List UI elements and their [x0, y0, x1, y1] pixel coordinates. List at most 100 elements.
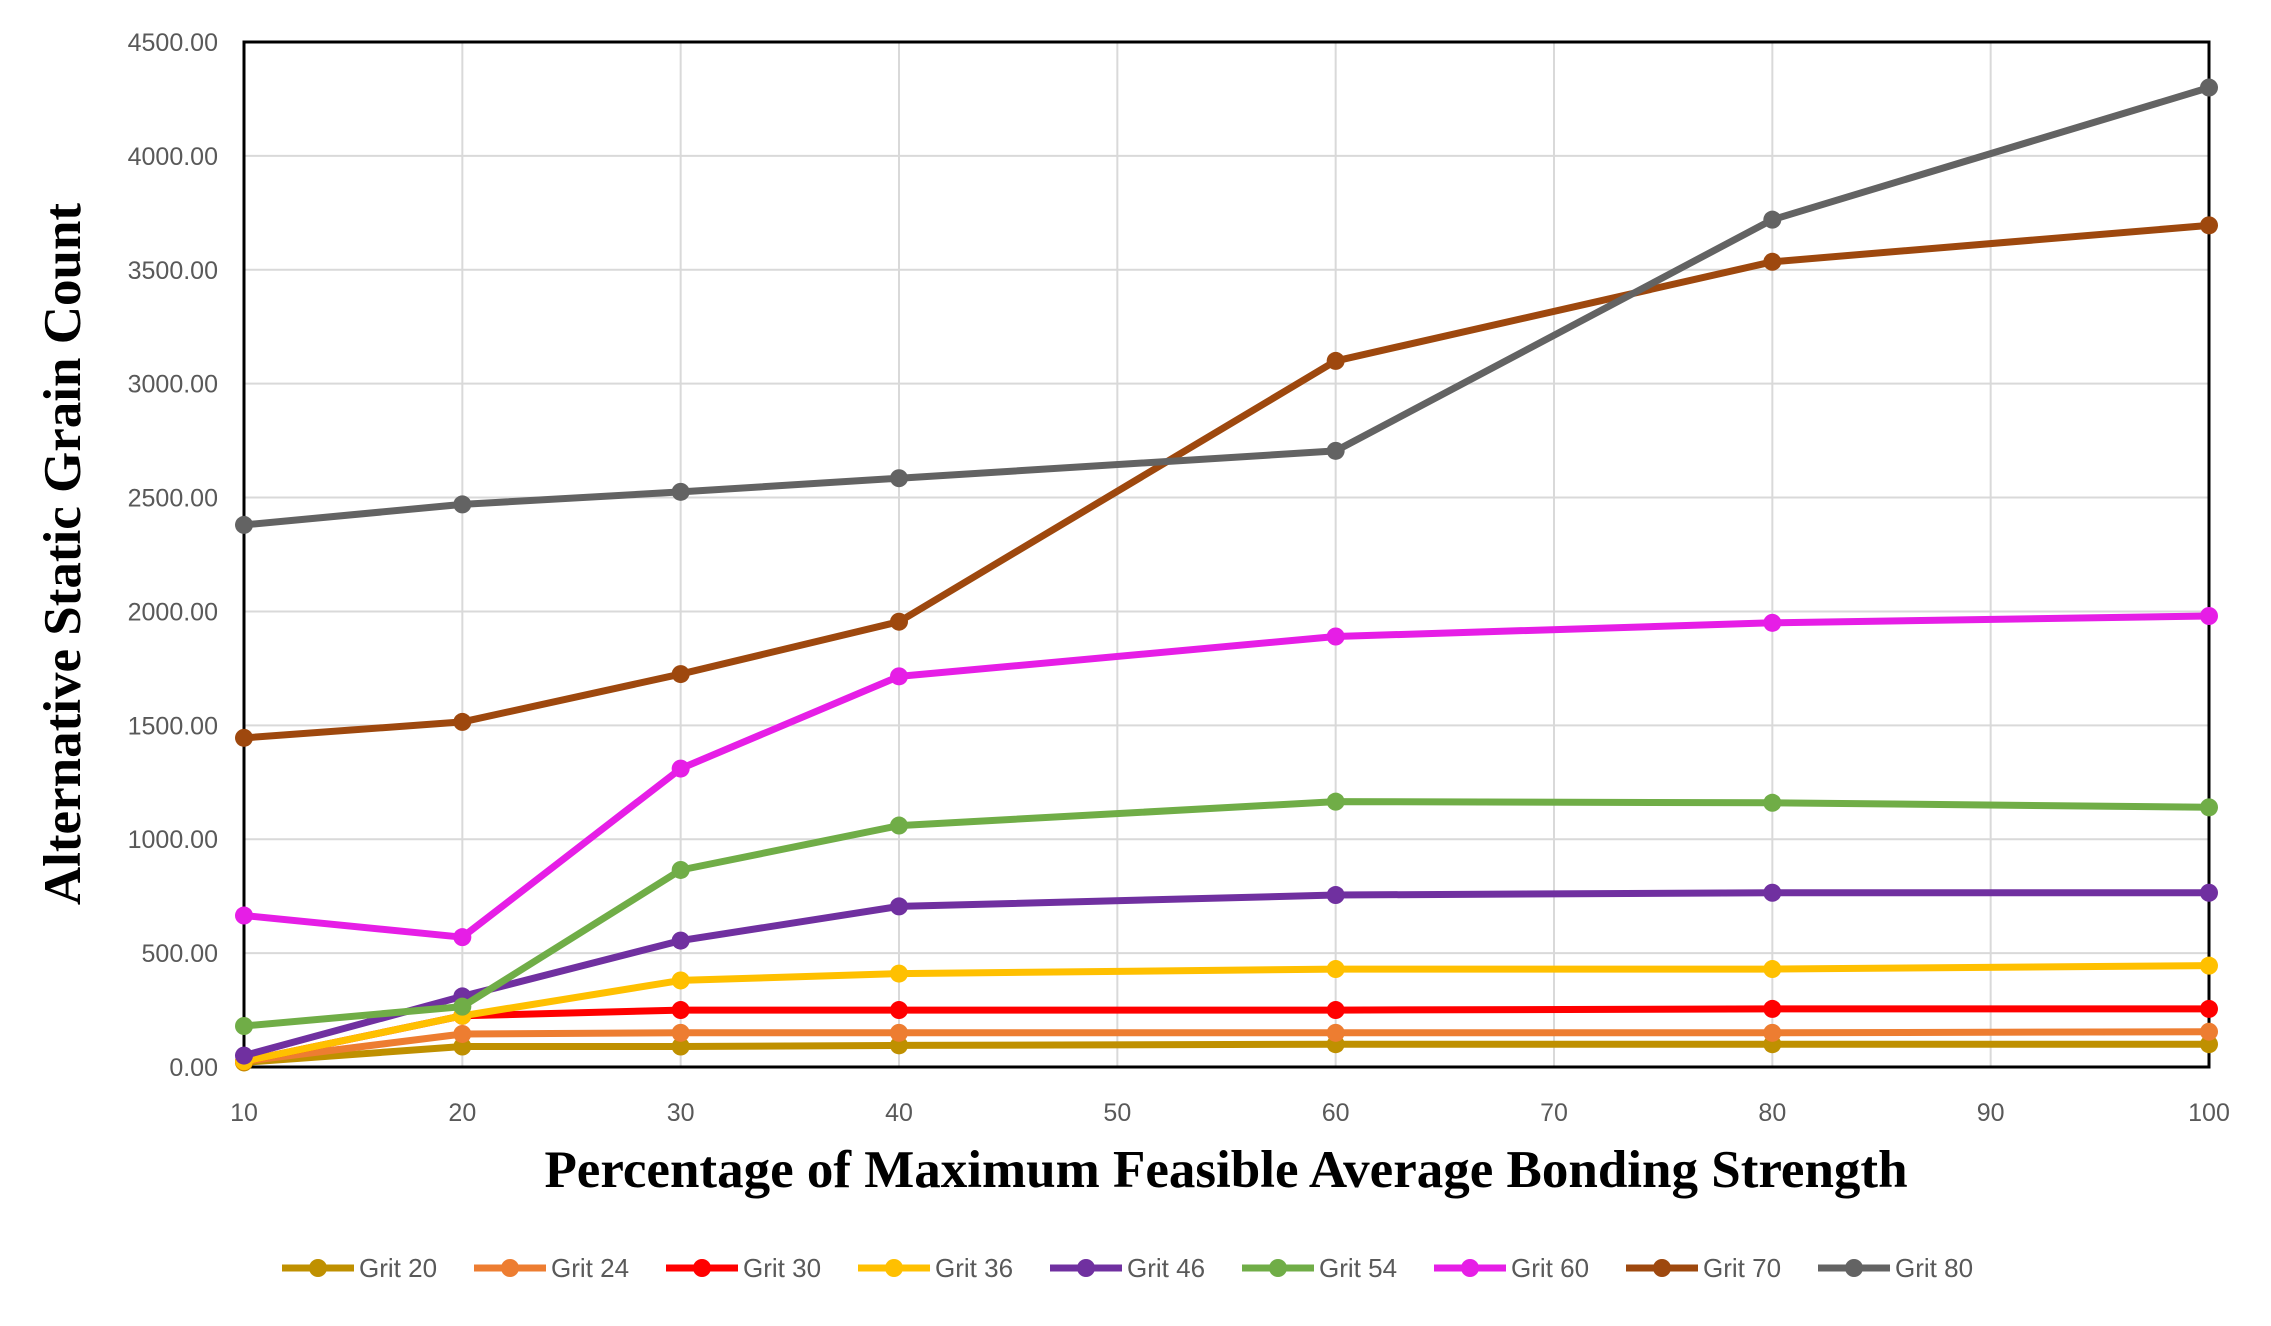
series-grit-80: [235, 78, 2218, 534]
data-point-grit-36: [671, 971, 690, 990]
legend-item-grit-80: Grit 80: [1818, 1253, 1973, 1283]
data-point-grit-54: [1763, 793, 1782, 812]
plot-area-border: [242, 40, 2211, 1069]
x-tick-label: 80: [1758, 1099, 1786, 1127]
y-tick-label: 1500.00: [128, 712, 218, 740]
x-tick-label: 50: [1103, 1099, 1131, 1127]
data-point-grit-70: [453, 712, 472, 731]
legend-swatch-marker: [309, 1259, 327, 1277]
legend-label: Grit 70: [1703, 1253, 1781, 1283]
legend-label: Grit 60: [1511, 1253, 1589, 1283]
series-grit-70: [235, 216, 2218, 747]
legend-swatch-marker: [693, 1259, 711, 1277]
data-point-grit-30: [890, 1001, 908, 1020]
data-point-grit-46: [1326, 886, 1345, 905]
data-point-grit-54: [235, 1017, 253, 1035]
data-point-grit-36: [2200, 956, 2218, 975]
data-point-grit-70: [1763, 252, 1782, 271]
data-point-grit-60: [890, 667, 908, 686]
data-point-grit-60: [453, 928, 472, 947]
data-point-grit-70: [671, 665, 690, 684]
data-point-grit-30: [1763, 999, 1782, 1018]
data-point-grit-24: [890, 1023, 908, 1042]
data-point-grit-46: [235, 1046, 253, 1065]
data-point-grit-20: [671, 1037, 690, 1056]
data-point-grit-46: [2200, 883, 2218, 902]
legend-item-grit-20: Grit 20: [282, 1253, 437, 1283]
data-point-grit-54: [890, 816, 908, 835]
series-grit-24: [235, 1022, 2218, 1071]
data-point-grit-60: [2200, 607, 2218, 625]
data-point-grit-80: [890, 469, 908, 488]
y-tick-label: 3000.00: [128, 371, 218, 399]
legend-swatch-marker: [1845, 1259, 1863, 1277]
legend-swatch-marker: [501, 1259, 519, 1277]
x-axis-title: Percentage of Maximum Feasible Average B…: [544, 1141, 1907, 1199]
data-point-grit-24: [1763, 1023, 1782, 1042]
y-tick-label: 2500.00: [128, 485, 218, 513]
legend-swatch-marker: [1653, 1259, 1671, 1277]
data-point-grit-60: [235, 906, 253, 925]
data-point-grit-36: [1763, 960, 1782, 979]
data-point-grit-24: [453, 1024, 472, 1043]
data-point-grit-24: [1326, 1023, 1345, 1042]
legend-item-grit-54: Grit 54: [1242, 1253, 1397, 1283]
data-point-grit-20: [453, 1037, 472, 1056]
series-grit-46: [235, 883, 2218, 1065]
legend-label: Grit 36: [935, 1253, 1013, 1283]
data-point-grit-24: [671, 1023, 690, 1042]
grid: [243, 41, 2210, 1068]
x-tick-label: 90: [1977, 1099, 2005, 1127]
y-tick-label: 3500.00: [128, 257, 218, 285]
data-point-grit-30: [1326, 1001, 1345, 1020]
x-tick-label: 40: [885, 1099, 913, 1127]
x-tick-label: 100: [2188, 1099, 2230, 1127]
y-tick-label: 4500.00: [128, 29, 218, 57]
y-axis-ticks: 0.00 500.00 1000.00 1500.00 2000.00 2500.00 30…: [128, 29, 218, 1082]
data-point-grit-20: [890, 1036, 908, 1055]
data-point-grit-70: [235, 728, 253, 747]
legend-swatch-marker: [885, 1259, 903, 1277]
legend-item-grit-30: Grit 30: [666, 1253, 821, 1283]
data-point-grit-36: [1326, 960, 1345, 979]
data-point-grit-80: [235, 515, 253, 534]
series-line-grit-20: [240, 1040, 2213, 1066]
data-point-grit-80: [2200, 78, 2218, 97]
data-point-grit-36: [890, 964, 908, 983]
legend-label: Grit 54: [1319, 1253, 1397, 1283]
series-line-grit-70: [240, 221, 2213, 742]
legend-label: Grit 30: [743, 1253, 821, 1283]
x-axis-ticks: 10 20 30 40 50 60 70 80 90 100: [230, 1099, 2230, 1127]
data-point-grit-80: [1763, 210, 1782, 229]
y-tick-label: 2000.00: [128, 598, 218, 626]
data-point-grit-54: [453, 997, 472, 1016]
data-point-grit-60: [671, 759, 690, 778]
x-tick-label: 60: [1322, 1099, 1350, 1127]
legend-label: Grit 24: [551, 1253, 629, 1283]
data-point-grit-70: [890, 612, 908, 631]
series-grit-54: [235, 792, 2218, 1035]
legend-item-grit-46: Grit 46: [1050, 1253, 1205, 1283]
x-tick-label: 30: [667, 1099, 695, 1127]
y-tick-label: 500.00: [142, 940, 218, 968]
legend-item-grit-70: Grit 70: [1626, 1253, 1781, 1283]
data-point-grit-20: [2200, 1035, 2218, 1054]
y-tick-label: 4000.00: [128, 143, 218, 171]
data-point-grit-70: [2200, 216, 2218, 235]
data-point-grit-46: [1763, 883, 1782, 902]
legend-item-grit-24: Grit 24: [474, 1253, 629, 1283]
series-line-grit-54: [240, 798, 2213, 1030]
series-line-grit-80: [240, 84, 2213, 529]
y-tick-label: 1000.00: [128, 826, 218, 854]
data-point-grit-60: [1326, 627, 1345, 646]
series-line-grit-60: [240, 612, 2213, 941]
data-point-grit-30: [2200, 999, 2218, 1018]
series-layer: [235, 78, 2218, 1072]
data-point-grit-54: [2200, 798, 2218, 817]
data-point-grit-46: [671, 931, 690, 950]
legend-label: Grit 46: [1127, 1253, 1205, 1283]
data-point-grit-24: [2200, 1022, 2218, 1041]
data-point-grit-80: [1326, 441, 1345, 460]
series-grit-60: [235, 607, 2218, 947]
